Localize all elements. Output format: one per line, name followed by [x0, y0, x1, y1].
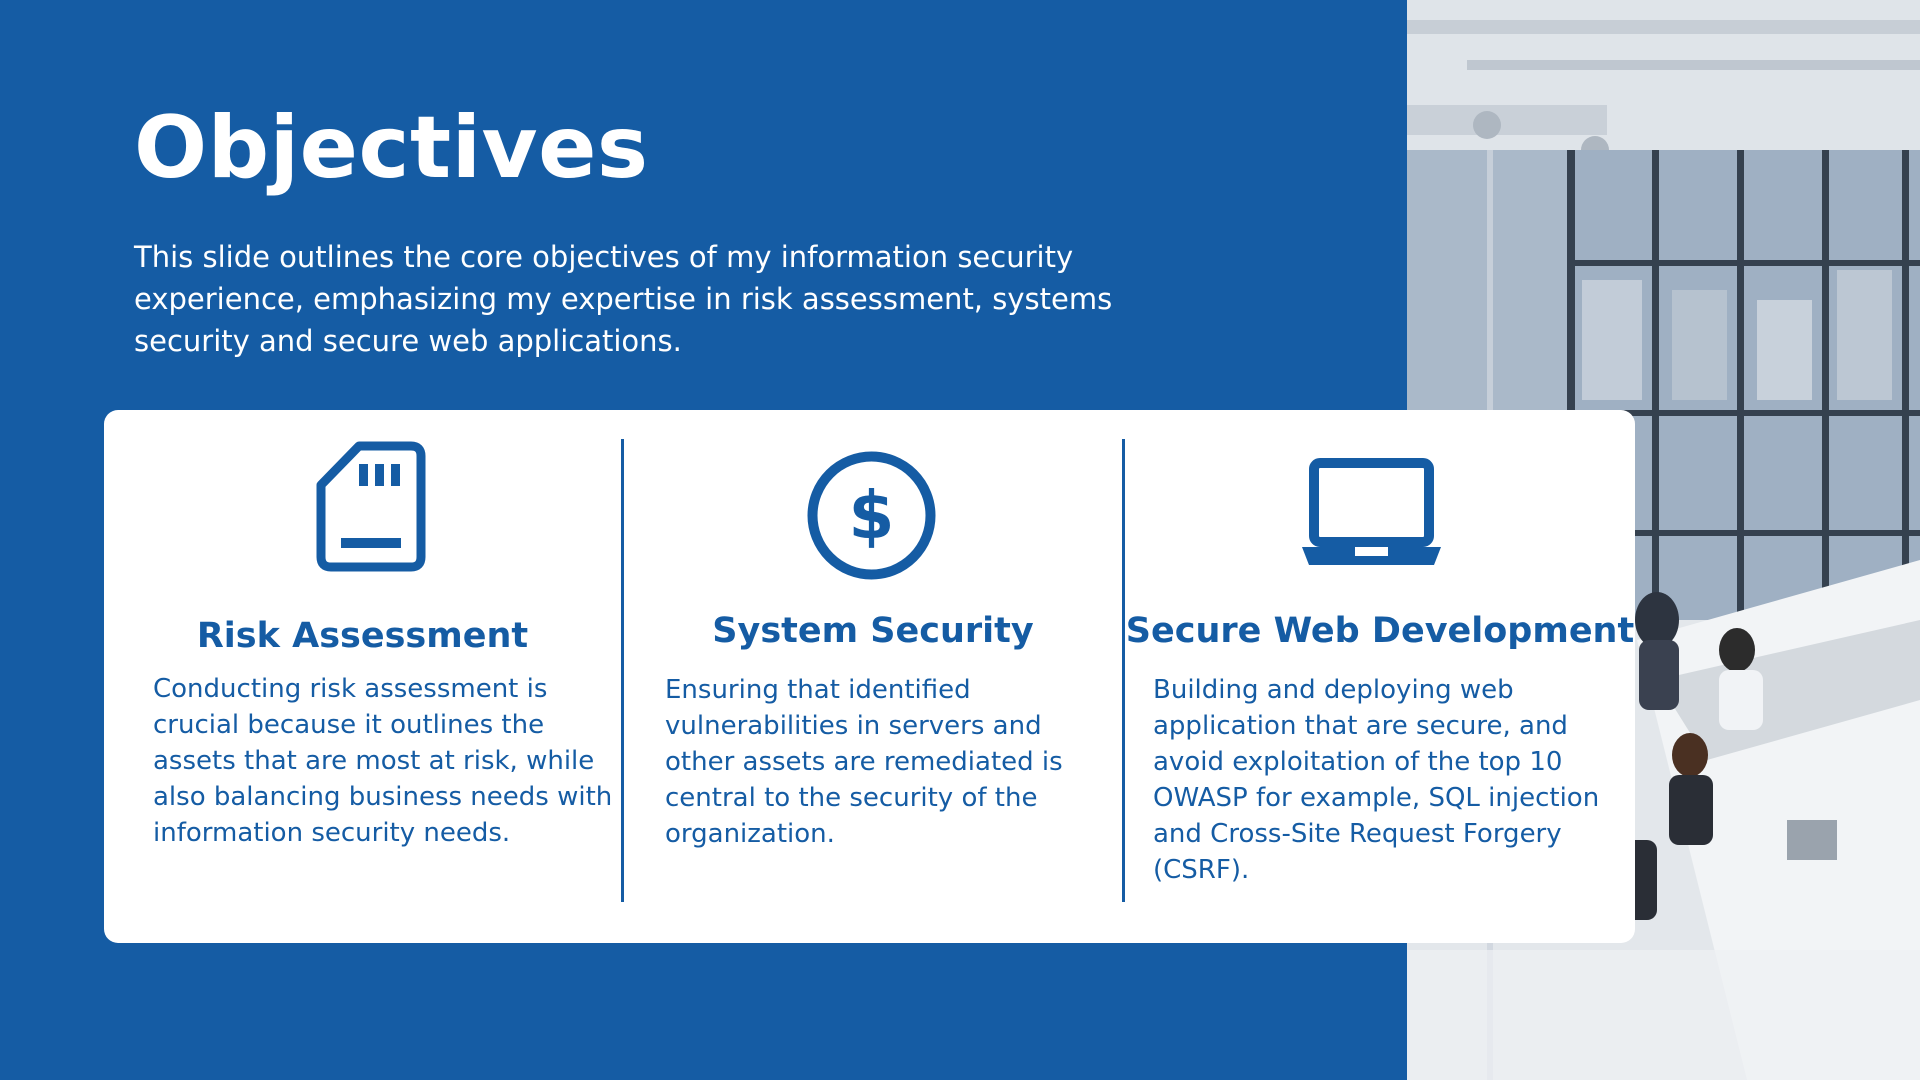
office-photo	[1407, 0, 1920, 1080]
objective-system-security: $ System Security Ensuring that identifi…	[624, 410, 1122, 943]
laptop-icon	[1302, 458, 1441, 565]
objective-title: Secure Web Development	[1125, 611, 1635, 651]
column-divider	[1122, 439, 1125, 902]
objective-risk-assessment: Risk Assessment Conducting risk assessme…	[104, 410, 621, 943]
objective-title: Risk Assessment	[196, 616, 529, 656]
objective-description: Ensuring that identified vulnerabilities…	[665, 675, 1063, 849]
slide-title: Objectives	[134, 98, 649, 198]
dollar-circle-icon: $	[807, 451, 936, 580]
office-photo-illustration	[1407, 0, 1920, 1080]
objective-description: Building and deploying web application t…	[1153, 675, 1600, 885]
svg-text:$: $	[849, 477, 895, 554]
objectives-card: Risk Assessment Conducting risk assessme…	[104, 410, 1635, 943]
objective-secure-web-development: Secure Web Development Building and depl…	[1125, 410, 1635, 943]
slide-subtitle: This slide outlines the core objectives …	[134, 240, 1113, 358]
column-divider	[621, 439, 624, 902]
objective-description: Conducting risk assessment is crucial be…	[153, 674, 613, 848]
sd-card-icon	[316, 441, 426, 572]
objective-title: System Security	[712, 611, 1034, 651]
